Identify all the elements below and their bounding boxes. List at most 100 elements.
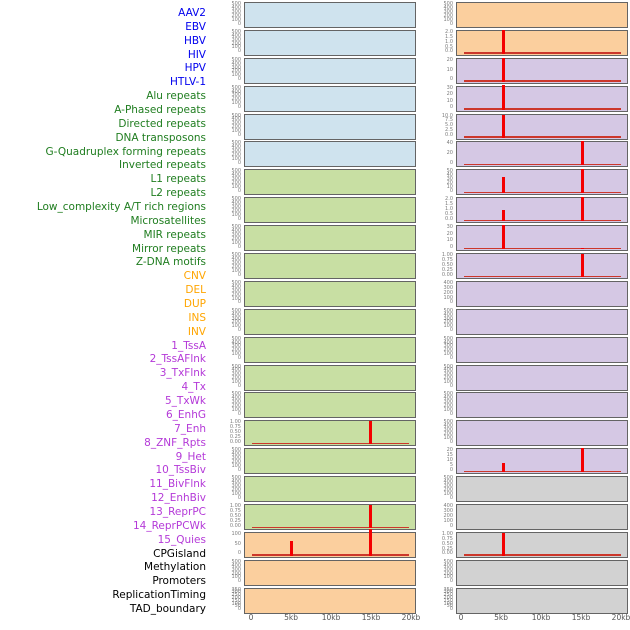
y-tick-label: 500: [443, 335, 453, 342]
y-tick-label: 300: [443, 315, 453, 322]
track-panel: [244, 141, 416, 168]
track-panel: [456, 559, 628, 586]
y-tick-label: 20: [446, 91, 453, 98]
track-label: Promoters: [152, 575, 206, 588]
y-ticks: 1.00 0.75 0.50 0.25 0.00: [211, 420, 244, 445]
baseline-marker: [252, 526, 409, 529]
y-tick-label: 50: [446, 603, 453, 610]
track-label: 3_TxFlnk: [159, 367, 206, 380]
y-tick-label: 0: [237, 76, 241, 83]
y-tick-label: 350: [231, 586, 241, 593]
y-tick-label: 200: [231, 263, 241, 270]
spike-marker: [369, 528, 373, 556]
track-row: 500 400 300 200 100 0 10.0 7.5 5.0 2.5 0.0: [211, 113, 628, 140]
track-label: EBV: [185, 20, 206, 33]
track-panel: [244, 476, 416, 503]
y-tick-label: 200: [231, 207, 241, 214]
track-panel: [244, 2, 416, 28]
y-tick-label: 0: [449, 187, 453, 194]
y-tick-label: 1.00: [441, 530, 453, 537]
track-panel: [456, 420, 628, 447]
y-tick-label: 0.0: [445, 132, 453, 139]
y-tick-label: 300: [231, 176, 241, 183]
baseline-marker: [464, 80, 621, 82]
y-tick-label: 300: [231, 148, 241, 155]
y-ticks: 10.0 7.5 5.0 2.5 0.0: [416, 113, 456, 139]
y-tick-label: 150: [443, 597, 453, 604]
spike-marker: [581, 197, 585, 222]
y-tick-label: 500: [231, 558, 241, 565]
track-label: 8_ZNF_Rpts: [144, 436, 206, 449]
track-row: 500 400 300 200 100 0 500 400 300 200 100 0: [211, 392, 628, 419]
y-tick-label: 200: [443, 431, 453, 438]
track-row: 1.00 0.75 0.50 0.25 0.00 500 400 300 200 100 0: [211, 420, 628, 447]
y-tick-label: 0: [237, 494, 241, 501]
track-row: 500 400 300 200 100 0 30 20 10 0: [211, 225, 628, 252]
x-tick-label: 5kb: [494, 613, 508, 622]
y-tick-label: 300: [443, 8, 453, 15]
y-tick-label: 100: [443, 434, 453, 441]
y-tick-label: 400: [443, 562, 453, 569]
y-ticks: 500 400 300 200 100 0: [211, 57, 244, 83]
track-label: DNA transposons: [115, 131, 206, 144]
y-tick-label: 400: [231, 4, 241, 11]
y-tick-label: 300: [443, 566, 453, 573]
y-ticks: 500 400 300 200 100 0: [416, 308, 456, 333]
y-tick-label: 400: [443, 4, 453, 11]
y-tick-label: 400: [443, 279, 453, 286]
track-label: 15_Quies: [157, 533, 206, 546]
y-tick-label: 300: [443, 507, 453, 514]
y-tick-label: 100: [231, 530, 241, 537]
x-tick-label: 15kb: [361, 613, 381, 622]
track-panel: [244, 197, 416, 224]
y-tick-label: 300: [443, 399, 453, 406]
y-tick-label: 10: [446, 237, 453, 244]
y-tick-label: 500: [231, 1, 241, 7]
y-tick-label: 400: [231, 32, 241, 39]
y-tick-label: 400: [443, 339, 453, 346]
y-tick-label: 0: [449, 438, 453, 445]
y-tick-label: 1.0: [445, 205, 453, 212]
track-label: 10_TssBiv: [155, 464, 206, 477]
track-panel: [244, 364, 416, 391]
baseline-marker: [252, 442, 409, 445]
y-tick-label: 1.0: [445, 38, 453, 45]
y-tick-label: 0: [449, 578, 453, 585]
track-row: 500 400 300 200 100 0 500 400 300 200 100 0: [211, 1, 628, 28]
tracks-grid: 500 400 300 200 100 0 500 400 300 200 100 0 500 400 30…: [211, 2, 628, 616]
y-tick-label: 30: [446, 84, 453, 91]
y-tick-label: 0: [449, 76, 453, 83]
track-label: L1 repeats: [150, 173, 206, 186]
y-tick-label: 0: [237, 132, 241, 139]
y-ticks: 350 300 250 200 150 100 50 0: [416, 587, 456, 612]
y-tick-label: 200: [443, 486, 453, 493]
y-tick-label: 500: [231, 252, 241, 259]
track-label: Microsatellites: [130, 214, 206, 227]
track-row: 500 400 300 200 100 0 2.0 1.5 1.0 0.5 0.0: [211, 28, 628, 56]
track-label: HIV: [187, 48, 206, 61]
spike-marker: [501, 463, 505, 473]
y-ticks: 500 400 300 200 100 0: [416, 335, 456, 361]
y-tick-label: 0: [237, 104, 241, 111]
y-tick-label: 100: [231, 295, 241, 302]
y-tick-label: 300: [443, 589, 453, 596]
track-label: L2 repeats: [150, 187, 206, 200]
track-panel: [456, 504, 628, 531]
track-label: INS: [188, 311, 206, 324]
track-label: 12_EnhBiv: [151, 492, 206, 505]
track-panel: [244, 448, 416, 475]
y-tick-label: 300: [231, 343, 241, 350]
y-tick-label: 300: [231, 259, 241, 266]
y-tick-label: 400: [231, 116, 241, 123]
y-tick-label: 300: [231, 482, 241, 489]
y-tick-label: 0: [237, 215, 241, 222]
y-tick-label: 0: [237, 466, 241, 473]
y-tick-label: 10: [446, 66, 453, 73]
track-label: 7_Enh: [174, 422, 206, 435]
baseline-marker: [464, 136, 621, 138]
y-tick-label: 200: [443, 319, 453, 326]
y-tick-label: 500: [443, 558, 453, 565]
y-tick-label: 400: [231, 395, 241, 402]
y-tick-label: 500: [231, 28, 241, 35]
y-tick-label: 100: [231, 72, 241, 79]
